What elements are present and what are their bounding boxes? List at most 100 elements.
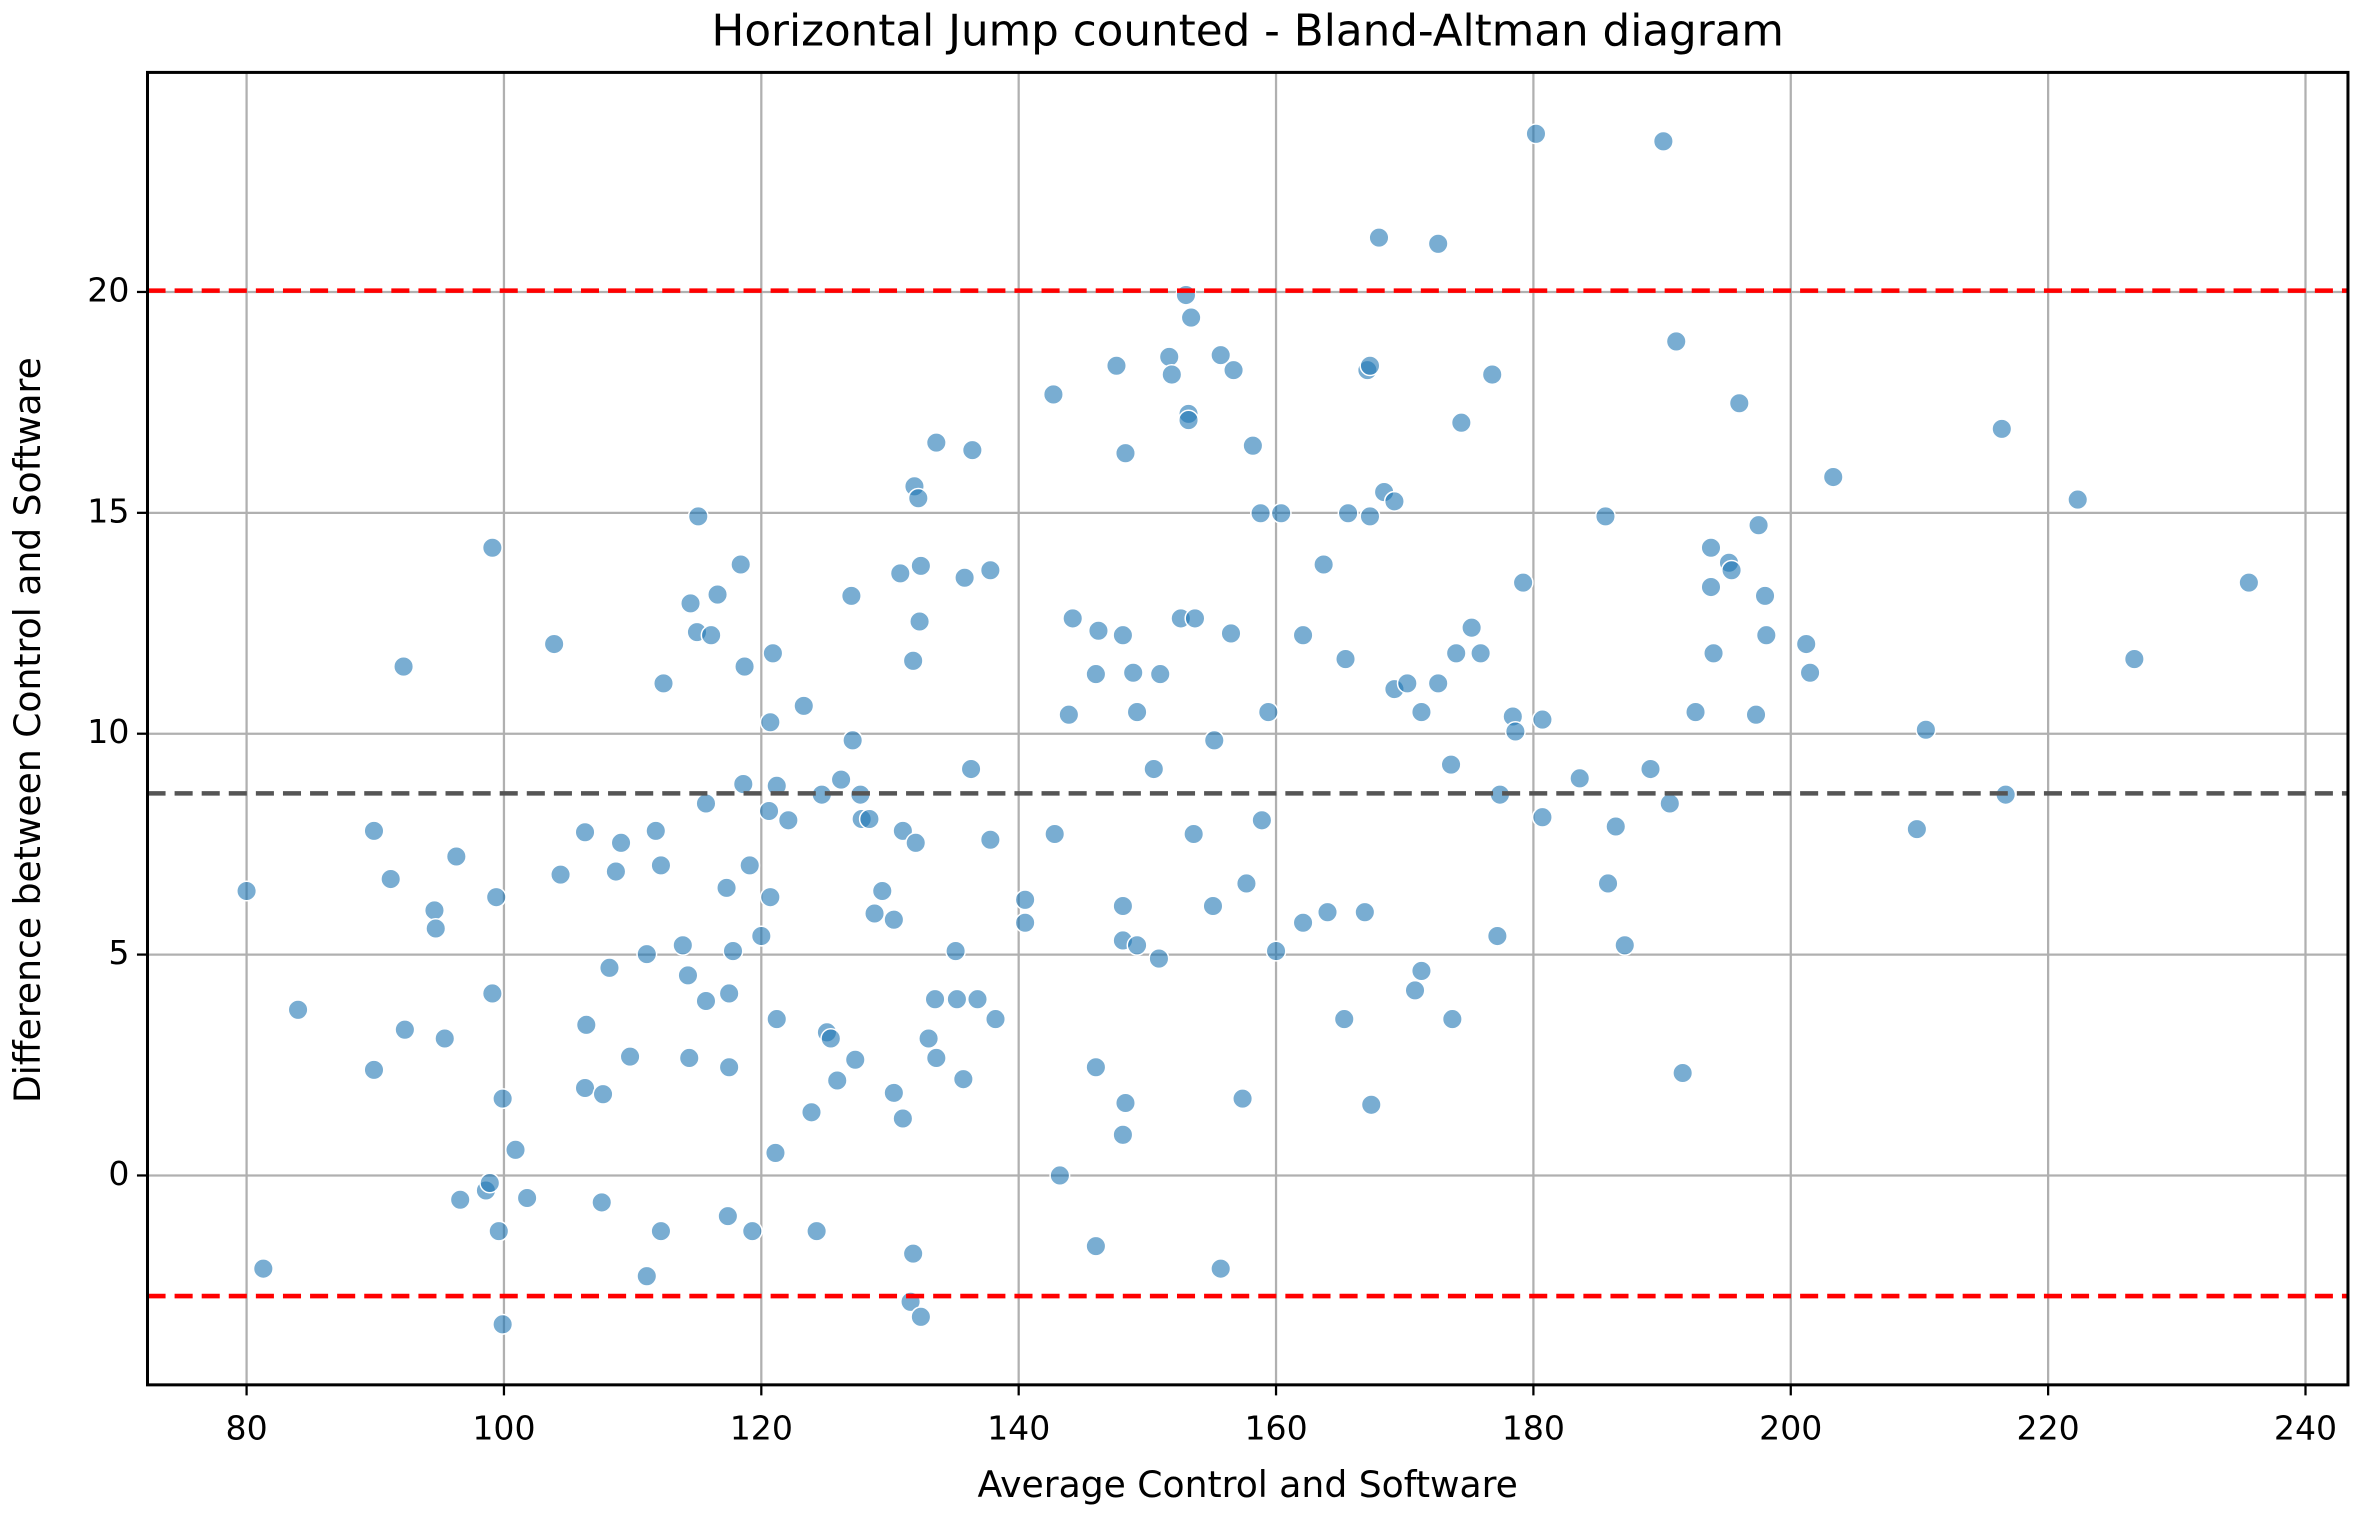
y-tick-label: 15 (87, 491, 129, 530)
point (766, 775, 788, 797)
point (844, 1049, 866, 1071)
point (1114, 1092, 1137, 1114)
point (1250, 502, 1272, 524)
point (423, 899, 445, 921)
point (2238, 572, 2260, 594)
point (1042, 383, 1064, 405)
point (1745, 704, 1767, 726)
point (766, 1008, 788, 1030)
point (394, 1019, 416, 1041)
point (842, 729, 864, 751)
point (717, 1205, 739, 1227)
point (1597, 872, 1619, 895)
point (905, 832, 927, 854)
point (575, 1014, 597, 1036)
x-tick-label: 160 (1244, 1409, 1307, 1448)
point (516, 1187, 538, 1209)
point (910, 555, 932, 577)
point (574, 1077, 596, 1099)
point (892, 820, 914, 842)
point (479, 1172, 501, 1194)
point (1126, 701, 1148, 723)
point (1906, 818, 1928, 840)
point (1270, 502, 1292, 524)
point (946, 988, 968, 1010)
point (492, 1088, 514, 1110)
point (892, 1107, 914, 1130)
point (1700, 576, 1722, 598)
point (1795, 633, 1817, 655)
point (574, 821, 596, 843)
point (739, 854, 761, 876)
point (1512, 572, 1534, 594)
point (1112, 624, 1134, 646)
point (1203, 729, 1225, 751)
point (687, 505, 709, 527)
point (1822, 466, 1844, 488)
point (1126, 934, 1148, 956)
point (883, 909, 905, 931)
point (954, 567, 976, 589)
point (1991, 418, 2013, 440)
y-tick-label: 5 (108, 933, 129, 972)
point (1014, 912, 1036, 934)
point (764, 1142, 787, 1164)
point (677, 964, 699, 986)
point (871, 880, 893, 902)
point (984, 1008, 1007, 1030)
point (1703, 642, 1725, 664)
point (1614, 934, 1636, 956)
point (759, 711, 781, 733)
point (636, 943, 658, 965)
point (759, 886, 781, 908)
point (758, 800, 780, 822)
point (598, 957, 621, 979)
x-tick-label: 120 (730, 1409, 793, 1448)
point (1114, 442, 1137, 464)
point (1242, 435, 1264, 457)
point (445, 845, 467, 868)
point (1087, 620, 1109, 642)
x-tick-label: 220 (2017, 1409, 2080, 1448)
point (236, 880, 258, 902)
point (1672, 1062, 1694, 1084)
point (1728, 392, 1750, 414)
x-tick-label: 180 (1502, 1409, 1565, 1448)
y-tick-label: 10 (87, 712, 129, 751)
point (678, 1047, 700, 1069)
point (425, 917, 447, 940)
point (610, 832, 632, 854)
point (777, 809, 799, 831)
point (961, 439, 983, 461)
point (1122, 662, 1144, 684)
point (966, 988, 989, 1010)
point (925, 432, 947, 454)
x-axis-label: Average Control and Software (978, 1463, 1518, 1506)
point (1799, 662, 1821, 684)
point (722, 940, 744, 962)
y-axis-label: Difference between Control and Software (6, 357, 49, 1103)
chart-title: Horizontal Jump counted - Bland-Altman d… (712, 5, 1784, 56)
point (718, 982, 740, 1004)
point (902, 1243, 924, 1265)
point (1292, 912, 1314, 934)
point (840, 585, 862, 607)
point (380, 868, 402, 890)
point (1316, 901, 1339, 923)
point (925, 1047, 947, 1069)
point (695, 990, 717, 1012)
point (363, 1059, 385, 1081)
point (883, 1082, 905, 1104)
point (1445, 642, 1467, 664)
point (1333, 1008, 1355, 1030)
point (1232, 1088, 1254, 1110)
point (909, 610, 931, 633)
point (1359, 505, 1381, 527)
point (695, 792, 717, 815)
point (924, 988, 946, 1010)
point (1404, 979, 1426, 1001)
point (718, 1056, 740, 1078)
point (492, 1313, 514, 1335)
point (652, 672, 675, 694)
point (1486, 925, 1508, 947)
